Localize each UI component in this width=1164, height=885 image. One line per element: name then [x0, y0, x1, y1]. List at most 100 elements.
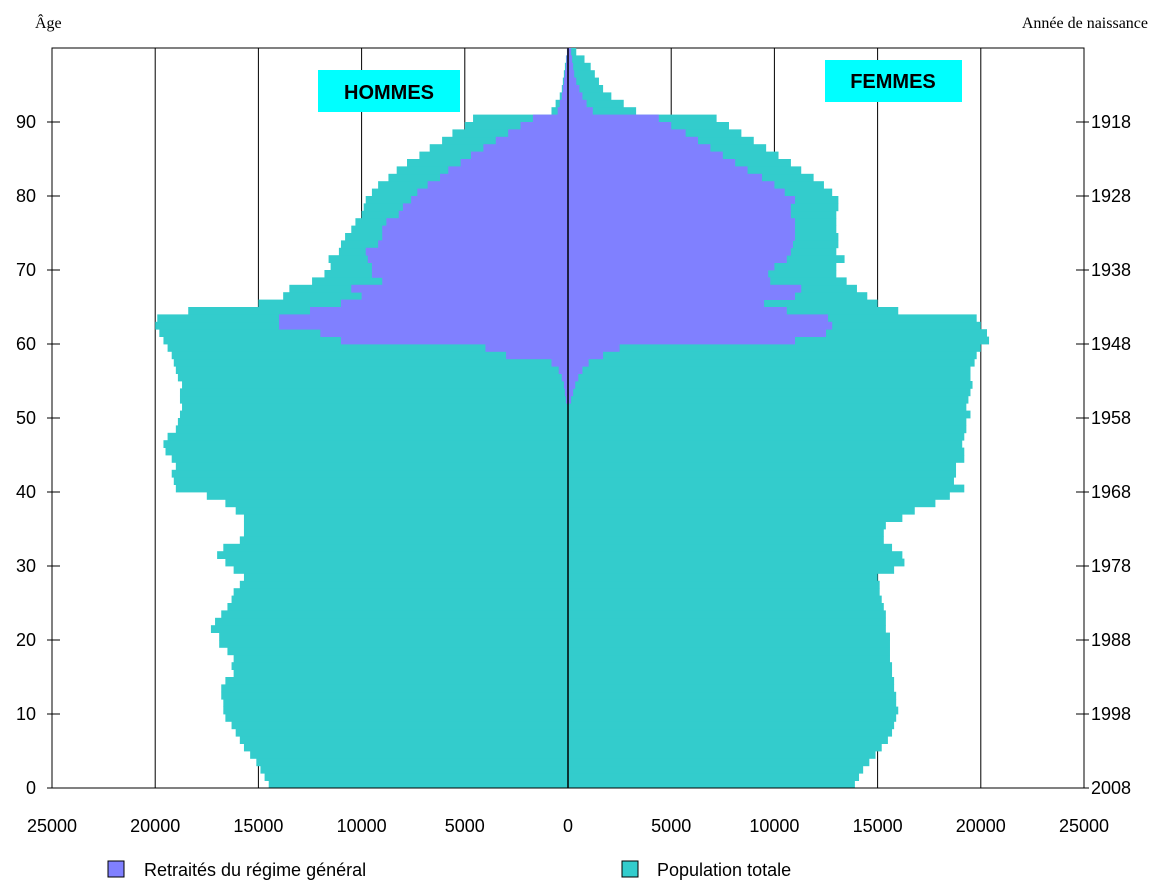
population-hommes-bar-age-33	[239, 536, 568, 545]
population-femmes-bar-age-96	[568, 70, 595, 78]
population-femmes-bar-age-45	[568, 447, 965, 456]
retraites-femmes-bar-age-52	[568, 395, 572, 404]
retraites-hommes-bar-age-54	[563, 381, 568, 389]
retraites-bars	[279, 48, 833, 404]
population-femmes-bar-age-94	[568, 85, 604, 93]
retraites-hommes-bar-age-77	[398, 210, 568, 219]
retraites-hommes-bar-age-69	[371, 270, 568, 278]
population-femmes-bar-age-20	[568, 632, 890, 641]
retraites-hommes-bar-age-87	[495, 136, 568, 145]
retraites-hommes-bar-age-84	[460, 159, 568, 167]
population-hommes-bar-age-43	[175, 462, 568, 471]
population-femmes-bar-age-99	[568, 48, 577, 56]
population-hommes-bar-age-30	[225, 558, 568, 567]
population-hommes-bar-age-4	[250, 751, 569, 759]
retraites-hommes-bar-age-88	[508, 129, 568, 138]
population-femmes-bar-age-19	[568, 640, 890, 648]
population-hommes-bar-age-38	[225, 499, 568, 508]
birth-year-tick-label-4: 1968	[1091, 482, 1131, 502]
retraites-femmes-bar-age-91	[568, 107, 593, 115]
retraites-femmes-bar-age-69	[568, 270, 769, 278]
retraites-hommes-bar-age-93	[561, 92, 568, 101]
birth-year-tick-label-0: 2008	[1091, 778, 1131, 798]
right-axis-label: Année de naissance	[1022, 15, 1148, 32]
retraites-hommes-bar-age-96	[564, 70, 568, 78]
population-femmes-bar-age-43	[568, 462, 957, 471]
population-femmes-bar-age-41	[568, 477, 954, 485]
age-tick-label-4: 40	[16, 482, 36, 502]
birth-year-tick-label-1: 1998	[1091, 704, 1131, 724]
population-hommes-bar-age-57	[173, 358, 568, 367]
retraites-hommes-bar-age-78	[402, 203, 568, 212]
population-femmes-bar-age-32	[568, 543, 893, 552]
retraites-hommes-bar-age-52	[565, 395, 568, 404]
population-femmes-bar-age-7	[568, 728, 893, 737]
retraites-hommes-bar-age-73	[378, 240, 568, 249]
retraites-femmes-bar-age-82	[568, 173, 763, 182]
retraites-femmes-bar-age-94	[568, 85, 580, 93]
population-hommes-bar-age-34	[243, 529, 568, 537]
population-hommes-bar-age-17	[233, 654, 568, 663]
population-hommes-bar-age-29	[233, 566, 568, 574]
retraites-hommes-bar-age-90	[532, 114, 568, 123]
population-hommes-bar-age-54	[182, 381, 569, 389]
population-femmes-bar-age-27	[568, 580, 880, 589]
legend-swatch-population	[621, 860, 639, 878]
population-femmes-bar-age-50	[568, 410, 971, 419]
population-hommes-bar-age-37	[235, 506, 569, 515]
population-hommes-bar-age-9	[225, 714, 568, 722]
retraites-femmes-bar-age-96	[568, 70, 575, 78]
population-femmes-bar-age-12	[568, 691, 897, 700]
retraites-femmes-bar-age-99	[568, 48, 572, 56]
retraites-hommes-bar-age-60	[340, 336, 568, 345]
retraites-femmes-bar-age-74	[568, 233, 796, 241]
population-femmes-bar-age-54	[568, 381, 973, 389]
population-femmes-bar-age-17	[568, 654, 890, 663]
retraites-hommes-bar-age-71	[367, 255, 568, 263]
retraites-hommes-bar-age-98	[566, 55, 568, 64]
birth-year-tick-label-2: 1988	[1091, 630, 1131, 650]
retraites-femmes-bar-age-77	[568, 210, 791, 219]
age-tick-label-0: 0	[26, 778, 36, 798]
age-tick-label-6: 60	[16, 334, 36, 354]
population-femmes-bar-age-58	[568, 351, 977, 360]
legend-item-population: Population totale	[621, 860, 791, 880]
population-femmes-bar-age-49	[568, 418, 967, 426]
population-femmes-bar-age-28	[568, 573, 878, 582]
population-femmes-bar-age-39	[568, 492, 950, 500]
population-hommes-bar-age-0	[268, 780, 568, 789]
retraites-femmes-bar-age-76	[568, 218, 796, 226]
population-femmes-bar-age-3	[568, 758, 870, 767]
population-hommes-bar-age-2	[260, 765, 568, 774]
population-hommes-bar-age-35	[243, 521, 568, 530]
population-hommes-bar-age-40	[175, 484, 568, 493]
x-tick-label-1: 20000	[130, 816, 180, 836]
population-hommes-bar-age-52	[179, 395, 568, 404]
population-hommes-bar-age-44	[171, 455, 568, 463]
age-tick-label-9: 90	[16, 112, 36, 132]
population-femmes-bar-age-31	[568, 551, 903, 559]
population-femmes-bar-age-91	[568, 107, 637, 115]
age-tick-label-3: 30	[16, 556, 36, 576]
retraites-femmes-bar-age-68	[568, 277, 771, 286]
retraites-hommes-bar-age-95	[563, 77, 568, 86]
population-hommes-bar-age-23	[221, 610, 569, 619]
population-hommes-bar-age-50	[179, 410, 568, 419]
population-hommes-bar-age-31	[217, 551, 568, 559]
birth-year-tick-labels: 2008 1998 1988 1978 1968 1958 1948 1938 1928 1918	[1091, 112, 1131, 798]
retraites-hommes-bar-age-75	[382, 225, 568, 234]
population-femmes-bar-age-40	[568, 484, 965, 493]
population-hommes-bar-age-22	[215, 617, 568, 626]
population-hommes-bar-age-47	[167, 432, 569, 441]
population-hommes-bar-age-24	[227, 603, 568, 611]
population-femmes-bar-age-14	[568, 677, 895, 685]
age-tick-marks	[47, 121, 1089, 789]
population-femmes-bar-age-6	[568, 736, 888, 744]
population-hommes-bar-age-13	[221, 684, 569, 693]
retraites-hommes-bar-age-91	[557, 107, 568, 115]
population-femmes-bar-age-56	[568, 366, 971, 374]
retraites-hommes-bar-age-92	[559, 99, 568, 108]
population-femmes-bar-age-44	[568, 455, 965, 463]
x-tick-label-2: 15000	[233, 816, 283, 836]
retraites-hommes-bar-age-55	[561, 373, 568, 382]
